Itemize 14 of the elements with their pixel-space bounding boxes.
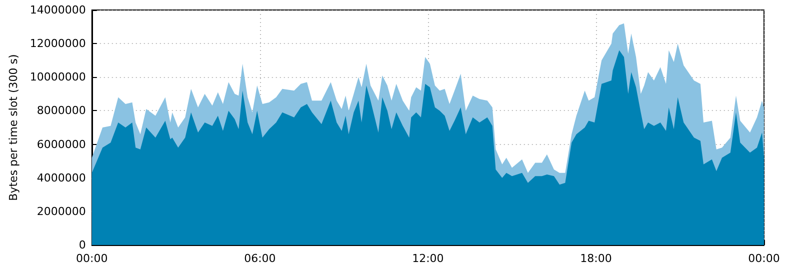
y-tick-label: 12000000 bbox=[30, 37, 86, 50]
x-tick-label: 12:00 bbox=[412, 252, 444, 265]
y-tick-label: 0 bbox=[78, 238, 86, 252]
x-tick-label: 00:00 bbox=[748, 252, 780, 265]
y-tick-label: 6000000 bbox=[36, 138, 86, 151]
y-tick-label: 14000000 bbox=[30, 4, 86, 16]
x-tick-label: 06:00 bbox=[244, 252, 276, 265]
x-tick-label: 18:00 bbox=[580, 252, 612, 265]
y-tick-label: 10000000 bbox=[30, 70, 86, 84]
y-tick-label: 8000000 bbox=[36, 104, 86, 118]
y-tick-label: 2000000 bbox=[36, 204, 86, 218]
y-tick-label: 4000000 bbox=[36, 171, 86, 184]
y-axis-title: Bytes per time slot (300 s) bbox=[7, 54, 20, 201]
x-tick-label: 00:00 bbox=[76, 252, 108, 265]
